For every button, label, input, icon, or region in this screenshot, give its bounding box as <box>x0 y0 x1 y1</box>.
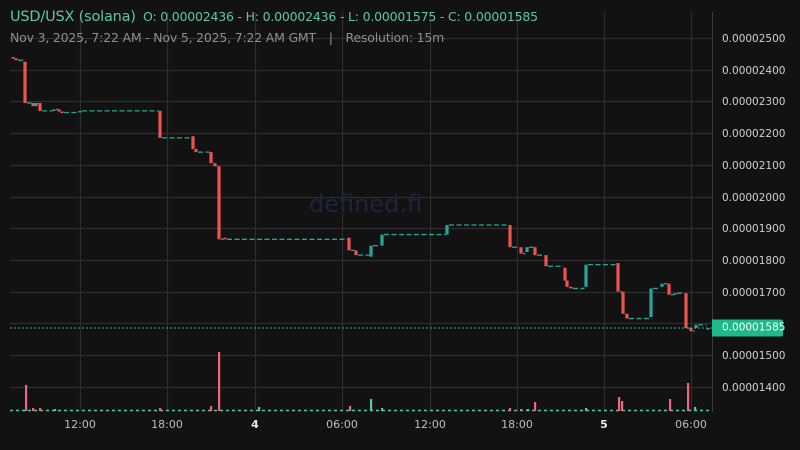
candle <box>78 110 82 113</box>
candle <box>667 283 671 295</box>
candle <box>533 247 537 256</box>
y-tick-label: 0.00002100 <box>722 159 786 172</box>
candle <box>60 111 64 114</box>
volume-bar <box>258 407 261 411</box>
volume-bar <box>349 406 352 411</box>
y-tick-label: 0.00001500 <box>722 349 786 362</box>
candle <box>354 250 358 256</box>
candle <box>616 263 620 292</box>
candle <box>621 291 625 314</box>
x-tick-label: 4 <box>251 418 259 431</box>
candle <box>369 245 373 257</box>
y-tick-label: 0.00001800 <box>722 254 786 267</box>
volume-bar <box>54 409 57 411</box>
candle <box>563 267 567 281</box>
separator: | <box>328 30 333 45</box>
volume-bar <box>687 383 690 411</box>
volume-bar <box>527 409 530 411</box>
candle <box>380 234 384 246</box>
volume-bar <box>621 401 624 411</box>
candle <box>544 255 548 267</box>
subtitle-line: Nov 3, 2025, 7:22 AM - Nov 5, 2025, 7:22… <box>10 30 538 45</box>
candle <box>57 109 61 112</box>
y-tick-label: 0.00002500 <box>722 32 786 45</box>
candle <box>625 313 629 319</box>
candle <box>525 247 529 252</box>
candle <box>191 136 195 149</box>
x-tick-label: 06:00 <box>326 418 358 431</box>
volume-bar <box>218 352 221 411</box>
candle <box>194 148 198 153</box>
candle <box>209 152 213 164</box>
y-tick-label: 0.00002200 <box>722 127 786 140</box>
candle <box>706 328 710 330</box>
volume-bar <box>381 408 384 411</box>
x-tick-label: 5 <box>600 418 608 431</box>
watermark: defined.fi <box>309 190 423 218</box>
candle <box>519 247 523 254</box>
volume-bar <box>32 408 35 411</box>
candle <box>23 61 27 103</box>
volume-bar <box>585 408 588 411</box>
candle <box>694 324 698 329</box>
y-tick-label: 0.00002300 <box>722 95 786 108</box>
y-tick-label: 0.00001400 <box>722 381 786 394</box>
candle <box>445 225 449 235</box>
candle <box>158 110 162 138</box>
y-tick-label: 0.00002400 <box>722 64 786 77</box>
last-price-tag: 0.00001585 <box>712 319 785 337</box>
y-tick-label: 0.00001700 <box>722 286 786 299</box>
candle <box>217 166 221 240</box>
candle <box>52 109 56 111</box>
volume-bar <box>25 385 28 411</box>
candle <box>14 58 18 61</box>
volume-bar <box>509 408 512 411</box>
title-line: USD/USX (solana) O: 0.00002436 - H: 0.00… <box>10 9 538 25</box>
candle <box>34 102 38 107</box>
x-tick-label: 18:00 <box>151 418 183 431</box>
x-tick-label: 18:00 <box>501 418 533 431</box>
volume-bar <box>159 408 162 411</box>
volume-bar <box>669 399 672 411</box>
date-range: Nov 3, 2025, 7:22 AM - Nov 5, 2025, 7:22… <box>10 30 316 45</box>
candle <box>347 237 351 251</box>
volume-bar <box>370 399 373 411</box>
ohlc-values: O: 0.00002436 - H: 0.00002436 - L: 0.000… <box>143 9 538 24</box>
candle <box>689 328 693 332</box>
candle <box>223 237 227 240</box>
candle <box>569 286 573 289</box>
volume-bar <box>694 407 697 411</box>
volume-bar <box>534 402 537 411</box>
candle <box>11 57 15 59</box>
volume-bar <box>210 406 213 411</box>
candle <box>38 102 42 111</box>
candle <box>584 264 588 287</box>
candle <box>213 163 217 167</box>
volume-bar <box>618 397 621 411</box>
x-tick-label: 12:00 <box>414 418 446 431</box>
candle <box>684 293 688 329</box>
candle <box>31 102 35 107</box>
candle <box>649 288 653 317</box>
chart-header: USD/USX (solana) O: 0.00002436 - H: 0.00… <box>10 9 538 45</box>
candle <box>660 283 664 287</box>
y-tick-label: 0.00001900 <box>722 222 786 235</box>
volume-bar <box>520 409 523 411</box>
candle <box>673 293 677 295</box>
candle <box>508 225 512 248</box>
resolution: Resolution: 15m <box>345 30 445 45</box>
y-tick-label: 0.00002000 <box>722 191 786 204</box>
volume-bar <box>39 408 42 411</box>
x-tick-label: 06:00 <box>675 418 707 431</box>
candle <box>565 280 569 287</box>
x-tick-label: 12:00 <box>64 418 96 431</box>
pair-title: USD/USX (solana) <box>10 9 136 25</box>
